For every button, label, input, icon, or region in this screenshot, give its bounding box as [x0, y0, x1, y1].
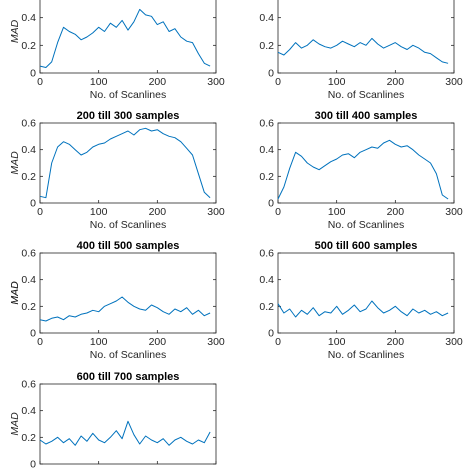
y-axis-label: MAD	[9, 19, 21, 43]
y-tick-label: 0.4	[21, 12, 36, 24]
y-tick-label: 0.2	[259, 40, 274, 52]
series-line-1	[39, 127, 211, 199]
x-axis-label: No. of Scanlines	[90, 349, 166, 361]
series-line-1	[277, 300, 449, 318]
x-tick-label: 100	[328, 76, 346, 88]
y-tick-label: 0.2	[21, 171, 36, 183]
y-tick-label: 0.4	[21, 144, 36, 156]
x-axis-label: No. of Scanlines	[328, 89, 404, 101]
x-tick-label: 0	[37, 206, 43, 218]
x-tick-label: 200	[387, 206, 405, 218]
x-tick-label: 300	[445, 76, 463, 88]
x-axis-label: No. of Scanlines	[90, 89, 166, 101]
y-tick-label: 0.4	[259, 274, 274, 286]
y-axis-label: MAD	[9, 412, 21, 436]
x-tick-label: 300	[207, 76, 225, 88]
plot-frame	[39, 252, 217, 334]
x-tick-label: 300	[445, 336, 463, 348]
x-tick-label: 100	[90, 206, 108, 218]
chart-panel-6: 0 0.2 0.4 0.6 0 100 200 300 500 till 600 samples…	[9, 240, 463, 361]
plot-frame	[277, 252, 455, 334]
x-tick-label: 100	[90, 76, 108, 88]
y-axis-label: MAD	[9, 281, 21, 305]
chart-title: 500 till 600 samples	[315, 240, 418, 252]
x-tick-label: 200	[387, 336, 405, 348]
chart-panel-2: 0 0.2 0.4 0 100 200 300 No. of Scanlines	[259, 0, 463, 101]
x-tick-label: 0	[37, 336, 43, 348]
chart-panel-5: 0 0.2 0.4 0.6 0 100 200 300 400 till 500 samples…	[9, 240, 225, 361]
x-tick-label: 0	[275, 76, 281, 88]
series-line-1	[39, 8, 211, 68]
y-tick-label: 0.6	[21, 379, 36, 391]
chart-title: 600 till 700 samples	[77, 371, 180, 383]
series-line-1	[277, 37, 449, 64]
x-tick-label: 0	[275, 336, 281, 348]
plot-frame	[277, 122, 455, 204]
series-line-1	[277, 139, 449, 200]
chart-panel-3: 0 0.2 0.4 0.6 0 100 200 300 200 till 300 samples…	[9, 110, 225, 231]
y-tick-label: 0.2	[21, 432, 36, 444]
x-tick-label: 100	[328, 206, 346, 218]
chart-title: 300 till 400 samples	[315, 110, 418, 122]
y-tick-label: 0	[268, 198, 274, 210]
y-tick-label: 0	[268, 328, 274, 340]
x-tick-label: 300	[207, 206, 225, 218]
x-tick-label: 0	[275, 206, 281, 218]
y-tick-label: 0.4	[259, 144, 274, 156]
y-tick-label: 0	[30, 198, 36, 210]
y-tick-label: 0.2	[259, 301, 274, 313]
chart-panel-4: 0 0.2 0.4 0.6 0 100 200 300 300 till 400 samples…	[259, 110, 463, 231]
plot-frame	[39, 383, 217, 465]
x-tick-label: 200	[149, 336, 167, 348]
y-axis-label: MAD	[9, 281, 21, 305]
y-tick-label: 0.6	[259, 248, 274, 260]
y-tick-label: 0.6	[259, 118, 274, 130]
y-tick-label: 0	[268, 68, 274, 80]
y-tick-label: 0.6	[21, 248, 36, 260]
x-axis-label: No. of Scanlines	[90, 219, 166, 231]
y-tick-label: 0.4	[21, 405, 36, 417]
x-tick-label: 300	[445, 206, 463, 218]
chart-panel-7: 0 0.2 0.4 0.6 600 till 700 samples MAD	[9, 371, 217, 471]
x-tick-label: 300	[207, 336, 225, 348]
x-tick-label: 0	[37, 76, 43, 88]
y-tick-label: 0.2	[21, 40, 36, 52]
series-line-1	[39, 296, 211, 322]
plot-frame	[39, 122, 217, 204]
y-tick-label: 0	[30, 328, 36, 340]
plot-frame	[277, 0, 455, 74]
x-axis-label: No. of Scanlines	[328, 219, 404, 231]
x-axis-label: No. of Scanlines	[328, 349, 404, 361]
y-tick-label: 0.2	[21, 301, 36, 313]
x-tick-label: 100	[90, 336, 108, 348]
y-tick-label: 0	[30, 68, 36, 80]
x-tick-label: 200	[149, 206, 167, 218]
y-axis-label: MAD	[9, 151, 21, 175]
y-tick-label: 0	[30, 459, 36, 471]
y-tick-label: 0.2	[259, 171, 274, 183]
chart-title: 400 till 500 samples	[77, 240, 180, 252]
x-tick-label: 200	[149, 76, 167, 88]
y-tick-label: 0.4	[259, 12, 274, 24]
x-tick-label: 100	[328, 336, 346, 348]
chart-panel-1: 0 0.2 0.4 0 100 200 300 No. of Scanlines MAD	[9, 0, 225, 101]
series-line-1	[39, 420, 211, 446]
plot-frame	[39, 0, 217, 74]
x-tick-label: 200	[387, 76, 405, 88]
chart-title: 200 till 300 samples	[77, 110, 180, 122]
y-tick-label: 0.6	[21, 118, 36, 130]
y-tick-label: 0.4	[21, 274, 36, 286]
